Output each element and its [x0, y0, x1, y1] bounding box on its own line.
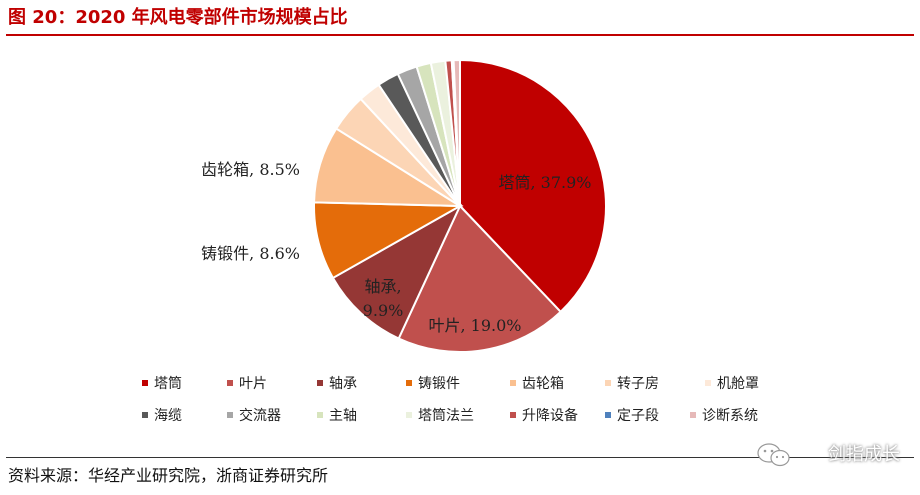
pie-slice-2: [397, 204, 563, 353]
slice-label-5: 齿轮箱, 8.5%: [201, 160, 300, 179]
pie-slices: [313, 58, 607, 353]
pie-chart: 塔筒, 37.9% 叶片, 19.0% 轴承, 9.9% 铸锻件, 8.6% 齿轮箱, 8…: [142, 58, 759, 424]
pie-slice-3: [331, 203, 463, 340]
legend-label-8: 海缆: [154, 408, 182, 424]
slice-label-3: 轴承, 9.9%: [363, 277, 404, 320]
legend-label-10: 主轴: [329, 408, 357, 424]
legend-label-3: 轴承: [329, 376, 357, 392]
legend-label-14: 诊断系统: [702, 408, 758, 424]
legend-label-1: 塔筒: [154, 375, 182, 392]
legend-label-11: 塔筒法兰: [418, 407, 474, 424]
legend-swatch-14: [690, 412, 696, 418]
legend-swatch-10: [317, 412, 323, 418]
slice-label-4: 铸锻件, 8.6%: [201, 244, 300, 263]
source-note: 资料来源：华经产业研究院，浙商证券研究所: [8, 466, 329, 485]
legend-swatch-9: [227, 412, 233, 418]
slice-labels: 塔筒, 37.9% 叶片, 19.0% 轴承, 9.9% 铸锻件, 8.6% 齿轮箱, 8…: [201, 160, 591, 335]
figure-title: 图 20：2020 年风电零部件市场规模占比: [8, 7, 348, 28]
legend-label-4: 铸锻件: [418, 376, 460, 392]
legend-swatch-7: [705, 380, 711, 386]
wechat-icon: [757, 443, 790, 467]
legend-swatch-3: [317, 380, 323, 386]
legend-swatch-8: [142, 412, 148, 418]
legend-label-6: 转子房: [617, 376, 659, 392]
legend-label-9: 交流器: [239, 407, 281, 424]
legend-swatch-13: [605, 412, 611, 418]
pie-slice-14: [452, 58, 461, 207]
watermark: 剑指成长: [828, 444, 900, 465]
legend-label-13: 定子段: [617, 408, 659, 424]
source-rule: [6, 457, 914, 458]
legend-label-5: 齿轮箱: [522, 376, 564, 392]
slice-label-2: 叶片, 19.0%: [428, 316, 521, 335]
pie-slice-1: [459, 58, 607, 314]
legend-swatch-6: [605, 380, 611, 386]
legend-swatch-2: [227, 380, 233, 386]
legend-label-7: 机舱罩: [717, 376, 759, 392]
legend-swatch-1: [142, 380, 148, 386]
title-rule: [6, 34, 914, 36]
legend-swatch-5: [510, 380, 516, 386]
legend-swatch-12: [510, 412, 516, 418]
legend-swatch-11: [406, 412, 412, 418]
legend-swatch-4: [406, 380, 412, 386]
slice-label-1: 塔筒, 37.9%: [498, 173, 591, 192]
legend-label-12: 升降设备: [522, 407, 578, 424]
legend-label-2: 叶片: [239, 376, 267, 392]
